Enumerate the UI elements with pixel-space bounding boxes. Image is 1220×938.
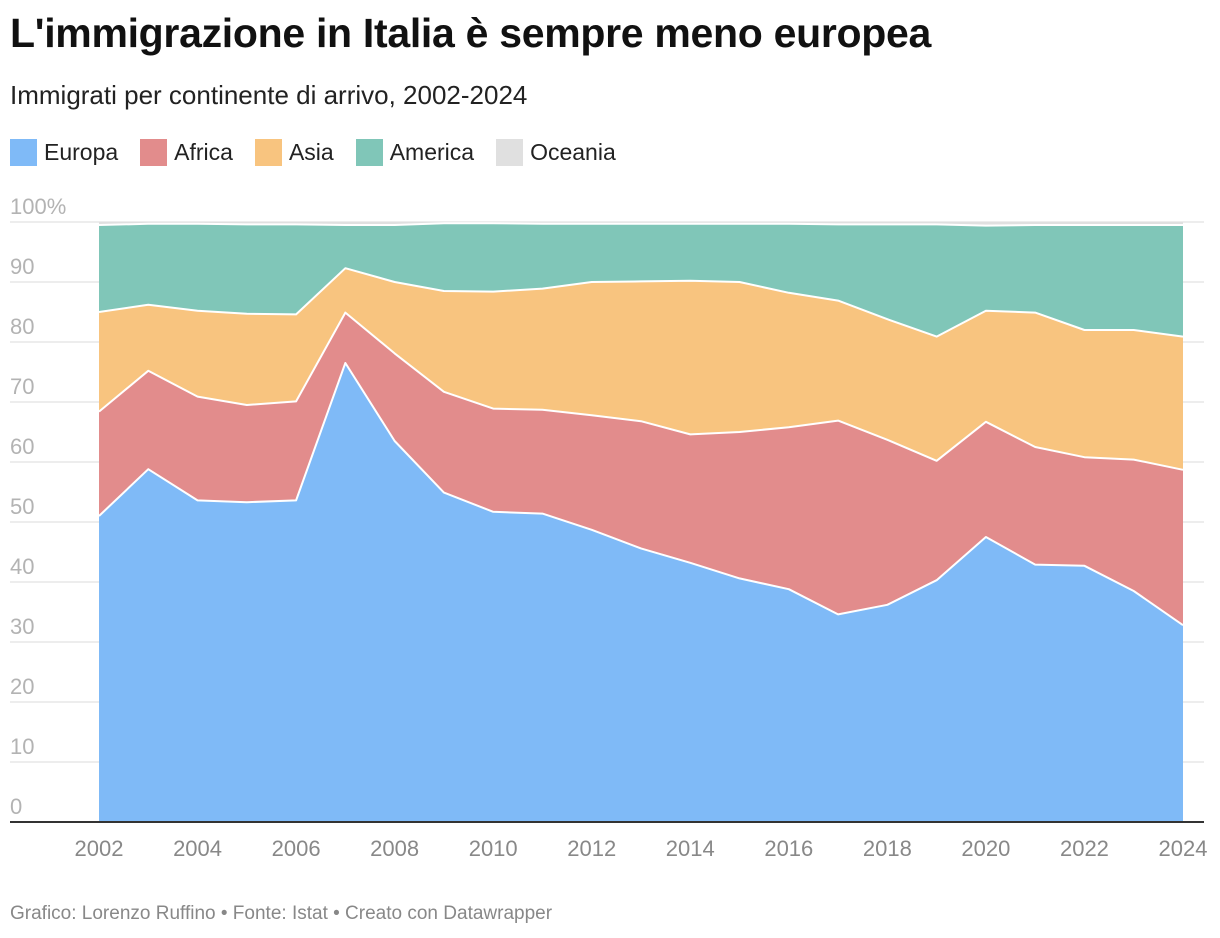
legend-item-asia: Asia xyxy=(254,138,334,166)
x-tick-label: 2018 xyxy=(863,836,912,861)
chart-subtitle: Immigrati per continente di arrivo, 2002… xyxy=(10,80,528,110)
y-tick-label: 80 xyxy=(10,314,34,339)
chart-footer: Grafico: Lorenzo Ruffino • Fonte: Istat … xyxy=(10,903,553,924)
boundary-asia xyxy=(98,267,1184,338)
boundary-america xyxy=(98,222,1183,227)
area-africa xyxy=(99,312,1183,626)
chart-title: L'immigrazione in Italia è sempre meno e… xyxy=(10,10,931,56)
legend: Europa Africa Asia America Oceania xyxy=(10,137,638,167)
x-tick-label: 2020 xyxy=(961,836,1010,861)
legend-swatch-oceania xyxy=(496,138,524,166)
y-tick-label: 40 xyxy=(10,554,34,579)
x-tick-label: 2014 xyxy=(666,836,715,861)
area-america xyxy=(99,223,1183,337)
x-tick-label: 2024 xyxy=(1159,836,1208,861)
x-tick-label: 2004 xyxy=(173,836,222,861)
y-tick-label: 100% xyxy=(10,194,66,219)
x-tick-label: 2016 xyxy=(764,836,813,861)
legend-label-africa: Africa xyxy=(174,138,233,165)
area-europa xyxy=(99,363,1183,822)
legend-swatch-america xyxy=(355,138,383,166)
y-tick-label: 70 xyxy=(10,374,34,399)
legend-label-europa: Europa xyxy=(44,138,119,165)
legend-label-america: America xyxy=(389,138,475,165)
legend-swatch-europa xyxy=(10,138,37,166)
legend-label-oceania: Oceania xyxy=(530,138,616,165)
y-tick-label: 0 xyxy=(10,794,22,819)
x-tick-label: 2008 xyxy=(370,836,419,861)
legend-item-europa: Europa xyxy=(10,138,119,166)
x-tick-label: 2006 xyxy=(272,836,321,861)
y-tick-label: 50 xyxy=(10,494,34,519)
boundary-africa xyxy=(98,311,1184,471)
legend-swatch-africa xyxy=(140,138,168,166)
x-tick-label: 2022 xyxy=(1060,836,1109,861)
area-series xyxy=(98,222,1184,822)
legend-label-asia: Asia xyxy=(288,138,334,165)
y-tick-label: 60 xyxy=(10,434,34,459)
area-asia xyxy=(99,268,1183,470)
axes: 0 10 20 30 40 50 60 70 80 90 100% 2002 2004 2006 2008 2… xyxy=(10,194,1207,861)
legend-item-africa: Africa xyxy=(140,138,233,166)
x-tick-label: 2002 xyxy=(75,836,124,861)
y-tick-label: 90 xyxy=(10,254,34,279)
y-tick-label: 10 xyxy=(10,734,34,759)
legend-swatch-asia xyxy=(254,138,282,166)
boundary-europa xyxy=(98,362,1184,627)
y-tick-label: 30 xyxy=(10,614,34,639)
legend-item-america: America xyxy=(355,138,475,166)
x-tick-label: 2010 xyxy=(469,836,518,861)
x-tick-label: 2012 xyxy=(567,836,616,861)
y-tick-label: 20 xyxy=(10,674,34,699)
legend-item-oceania: Oceania xyxy=(496,138,616,166)
